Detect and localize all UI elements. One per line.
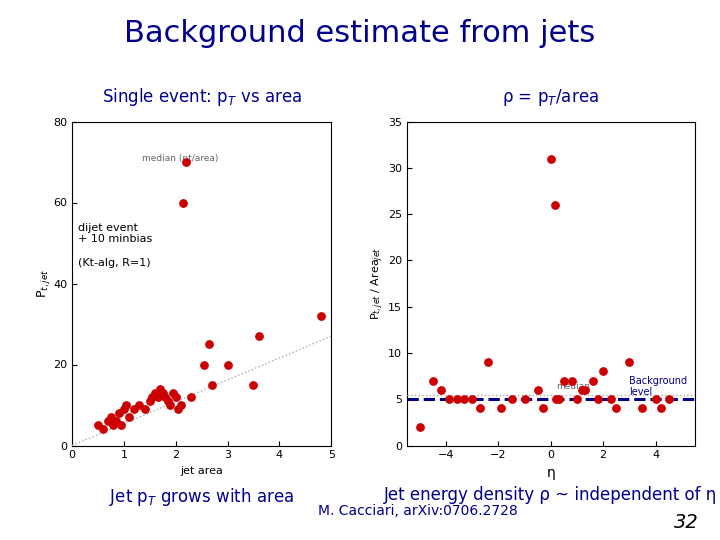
Point <box>97 425 109 434</box>
Text: M. Cacciari, arXiv:0706.2728: M. Cacciari, arXiv:0706.2728 <box>318 504 518 518</box>
Point <box>587 376 598 385</box>
Point <box>537 404 549 413</box>
Point <box>110 417 122 426</box>
Point <box>611 404 622 413</box>
Point <box>175 401 186 409</box>
Point <box>482 358 494 367</box>
Point <box>178 198 189 207</box>
Point <box>173 405 184 414</box>
Point <box>162 396 174 405</box>
Point <box>451 395 462 403</box>
Point <box>577 386 588 394</box>
Point <box>92 421 104 430</box>
Point <box>149 389 161 397</box>
Point <box>165 401 176 409</box>
Point <box>222 360 233 369</box>
Text: Background estimate from jets: Background estimate from jets <box>125 19 595 48</box>
Point <box>108 421 120 430</box>
Point <box>636 404 648 413</box>
Point <box>655 404 667 413</box>
Point <box>204 340 215 349</box>
Point <box>128 405 140 414</box>
Point <box>566 376 577 385</box>
Point <box>121 401 132 409</box>
X-axis label: jet area: jet area <box>180 466 223 476</box>
Point <box>315 312 327 320</box>
Point <box>459 395 470 403</box>
Point <box>649 395 661 403</box>
Text: Jet energy density ρ ~ independent of η: Jet energy density ρ ~ independent of η <box>384 486 717 504</box>
Y-axis label: P$_{t,jet}$ / Area$_{jet}$: P$_{t,jet}$ / Area$_{jet}$ <box>370 247 387 320</box>
Point <box>102 417 114 426</box>
Point <box>550 395 562 403</box>
Text: Single event: p$_T$ vs area: Single event: p$_T$ vs area <box>102 86 302 108</box>
Point <box>152 393 163 401</box>
Point <box>160 393 171 401</box>
Point <box>519 395 531 403</box>
Point <box>248 380 259 389</box>
Point <box>113 409 125 417</box>
Point <box>154 384 166 393</box>
Point <box>553 395 564 403</box>
Text: Jet p$_T$ grows with area: Jet p$_T$ grows with area <box>109 486 294 508</box>
Point <box>579 386 590 394</box>
Point <box>206 380 217 389</box>
Point <box>180 158 192 166</box>
Point <box>624 358 635 367</box>
Point <box>118 405 130 414</box>
Point <box>443 395 454 403</box>
Point <box>199 360 210 369</box>
Text: median: median <box>556 382 590 391</box>
Point <box>474 404 486 413</box>
Point <box>253 332 264 341</box>
Point <box>592 395 603 403</box>
Text: 32: 32 <box>674 513 698 532</box>
Text: dijet event
+ 10 minbias

(Kt-alg, R=1): dijet event + 10 minbias (Kt-alg, R=1) <box>78 222 153 267</box>
Point <box>123 413 135 421</box>
Point <box>532 386 544 394</box>
Point <box>598 367 609 376</box>
Text: Background
level: Background level <box>629 376 688 397</box>
Point <box>134 401 145 409</box>
Point <box>549 200 560 209</box>
Text: ρ = p$_T$/area: ρ = p$_T$/area <box>503 87 599 108</box>
Point <box>606 395 617 403</box>
Point <box>571 395 582 403</box>
Point <box>545 154 557 163</box>
Point <box>157 389 168 397</box>
Point <box>186 393 197 401</box>
Point <box>435 386 446 394</box>
Point <box>144 396 156 405</box>
Point <box>505 395 517 403</box>
Y-axis label: P$_{t,jet}$: P$_{t,jet}$ <box>35 269 52 298</box>
Point <box>427 376 438 385</box>
Point <box>467 395 478 403</box>
X-axis label: η: η <box>546 466 555 480</box>
Point <box>139 405 150 414</box>
Point <box>105 413 117 421</box>
Point <box>558 376 570 385</box>
Point <box>663 395 675 403</box>
Point <box>115 421 127 430</box>
Point <box>414 423 426 431</box>
Point <box>495 404 507 413</box>
Point <box>167 389 179 397</box>
Text: median (pt/area): median (pt/area) <box>142 154 218 163</box>
Point <box>147 393 158 401</box>
Point <box>170 393 181 401</box>
